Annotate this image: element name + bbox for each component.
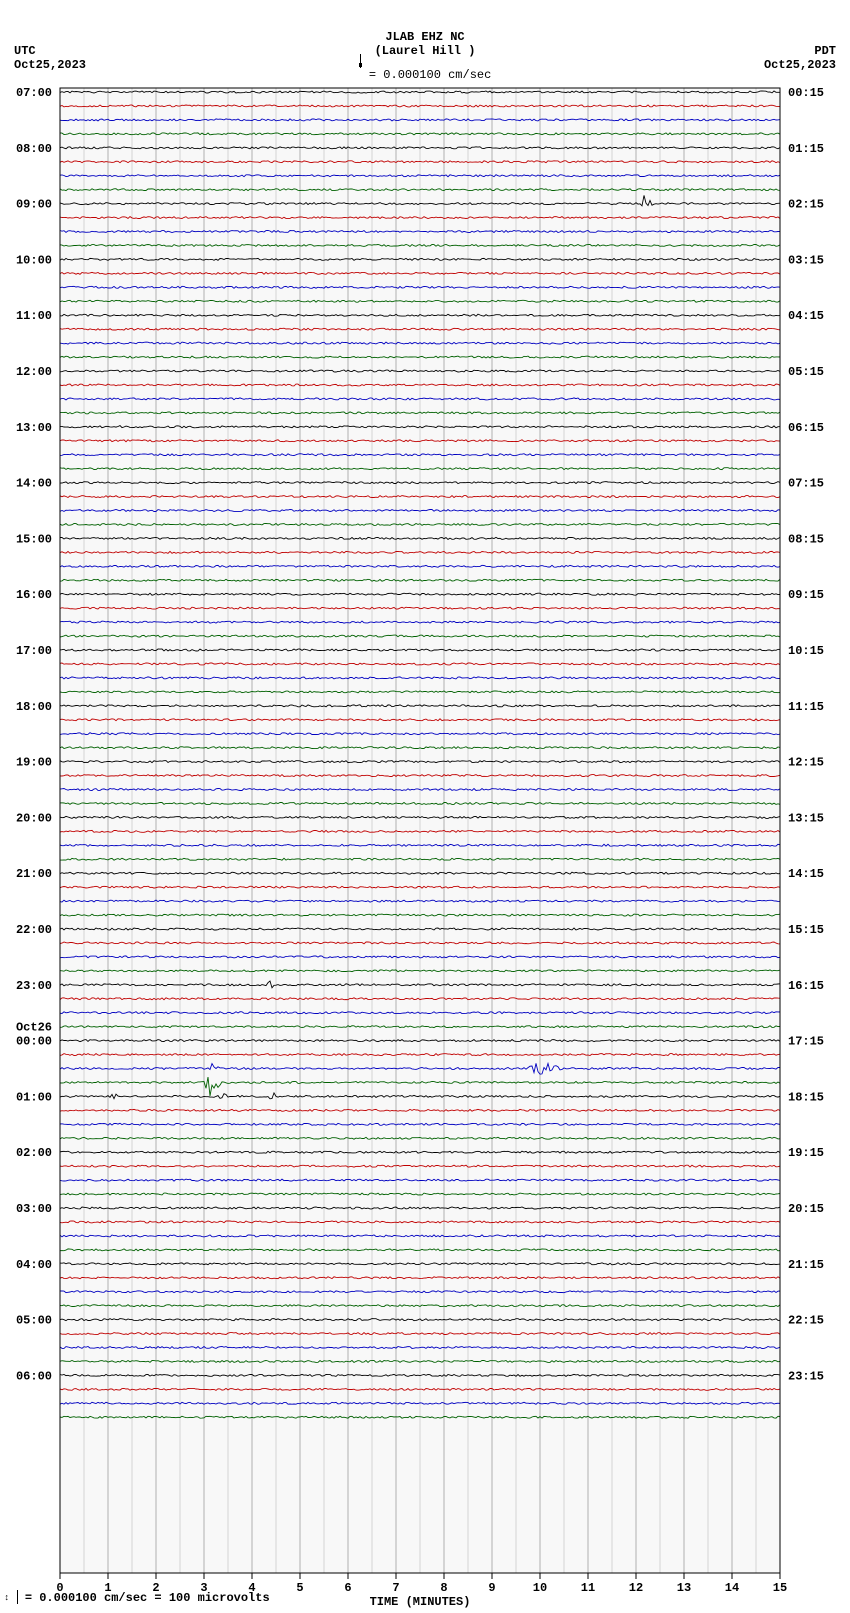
left-time-label: 12:00: [16, 365, 52, 379]
right-time-label: 00:15: [788, 86, 824, 100]
right-time-label: 03:15: [788, 253, 824, 267]
left-time-label: 07:00: [16, 86, 52, 100]
right-time-label: 06:15: [788, 421, 824, 435]
svg-text:7: 7: [392, 1581, 399, 1595]
right-time-label: 10:15: [788, 644, 824, 658]
left-time-label: Oct26: [16, 1021, 52, 1035]
left-time-label: 08:00: [16, 142, 52, 156]
right-time-label: 12:15: [788, 756, 824, 770]
right-time-label: 22:15: [788, 1314, 824, 1328]
right-time-label: 14:15: [788, 867, 824, 881]
right-time-label: 09:15: [788, 588, 824, 602]
left-time-label: 06:00: [16, 1369, 52, 1383]
seismogram-plot: 0123456789101112131415TIME (MINUTES)07:0…: [0, 0, 850, 1613]
left-time-label: 18:00: [16, 700, 52, 714]
right-time-label: 08:15: [788, 532, 824, 546]
right-time-label: 11:15: [788, 700, 824, 714]
svg-text:6: 6: [344, 1581, 351, 1595]
svg-text:13: 13: [677, 1581, 691, 1595]
right-time-label: 19:15: [788, 1146, 824, 1160]
left-time-label: 15:00: [16, 532, 52, 546]
left-time-label: 20:00: [16, 811, 52, 825]
left-time-label: 22:00: [16, 923, 52, 937]
svg-text:11: 11: [581, 1581, 595, 1595]
left-time-label: 16:00: [16, 588, 52, 602]
right-time-label: 23:15: [788, 1369, 824, 1383]
left-time-label: 05:00: [16, 1314, 52, 1328]
right-time-label: 05:15: [788, 365, 824, 379]
left-time-label: 13:00: [16, 421, 52, 435]
left-time-label: 17:00: [16, 644, 52, 658]
svg-text:10: 10: [533, 1581, 547, 1595]
right-time-label: 16:15: [788, 979, 824, 993]
left-time-label: 10:00: [16, 253, 52, 267]
left-time-label: 03:00: [16, 1202, 52, 1216]
right-time-label: 21:15: [788, 1258, 824, 1272]
left-time-label: 14:00: [16, 477, 52, 491]
left-time-label: 19:00: [16, 756, 52, 770]
right-time-label: 20:15: [788, 1202, 824, 1216]
left-time-label: 00:00: [16, 1035, 52, 1049]
footer-scale: ↕ = 0.000100 cm/sec = 100 microvolts: [4, 1587, 270, 1605]
right-time-label: 15:15: [788, 923, 824, 937]
left-time-label: 02:00: [16, 1146, 52, 1160]
svg-text:5: 5: [296, 1581, 303, 1595]
left-time-label: 23:00: [16, 979, 52, 993]
right-time-label: 17:15: [788, 1035, 824, 1049]
svg-text:14: 14: [725, 1581, 739, 1595]
svg-text:12: 12: [629, 1581, 643, 1595]
svg-text:TIME (MINUTES): TIME (MINUTES): [370, 1595, 471, 1609]
svg-text:8: 8: [440, 1581, 447, 1595]
right-time-label: 13:15: [788, 811, 824, 825]
left-time-label: 09:00: [16, 198, 52, 212]
right-time-label: 02:15: [788, 198, 824, 212]
right-time-label: 04:15: [788, 309, 824, 323]
svg-text:15: 15: [773, 1581, 787, 1595]
left-time-label: 11:00: [16, 309, 52, 323]
svg-text:9: 9: [488, 1581, 495, 1595]
left-time-label: 21:00: [16, 867, 52, 881]
left-time-label: 04:00: [16, 1258, 52, 1272]
right-time-label: 07:15: [788, 477, 824, 491]
left-time-label: 01:00: [16, 1090, 52, 1104]
right-time-label: 01:15: [788, 142, 824, 156]
right-time-label: 18:15: [788, 1090, 824, 1104]
